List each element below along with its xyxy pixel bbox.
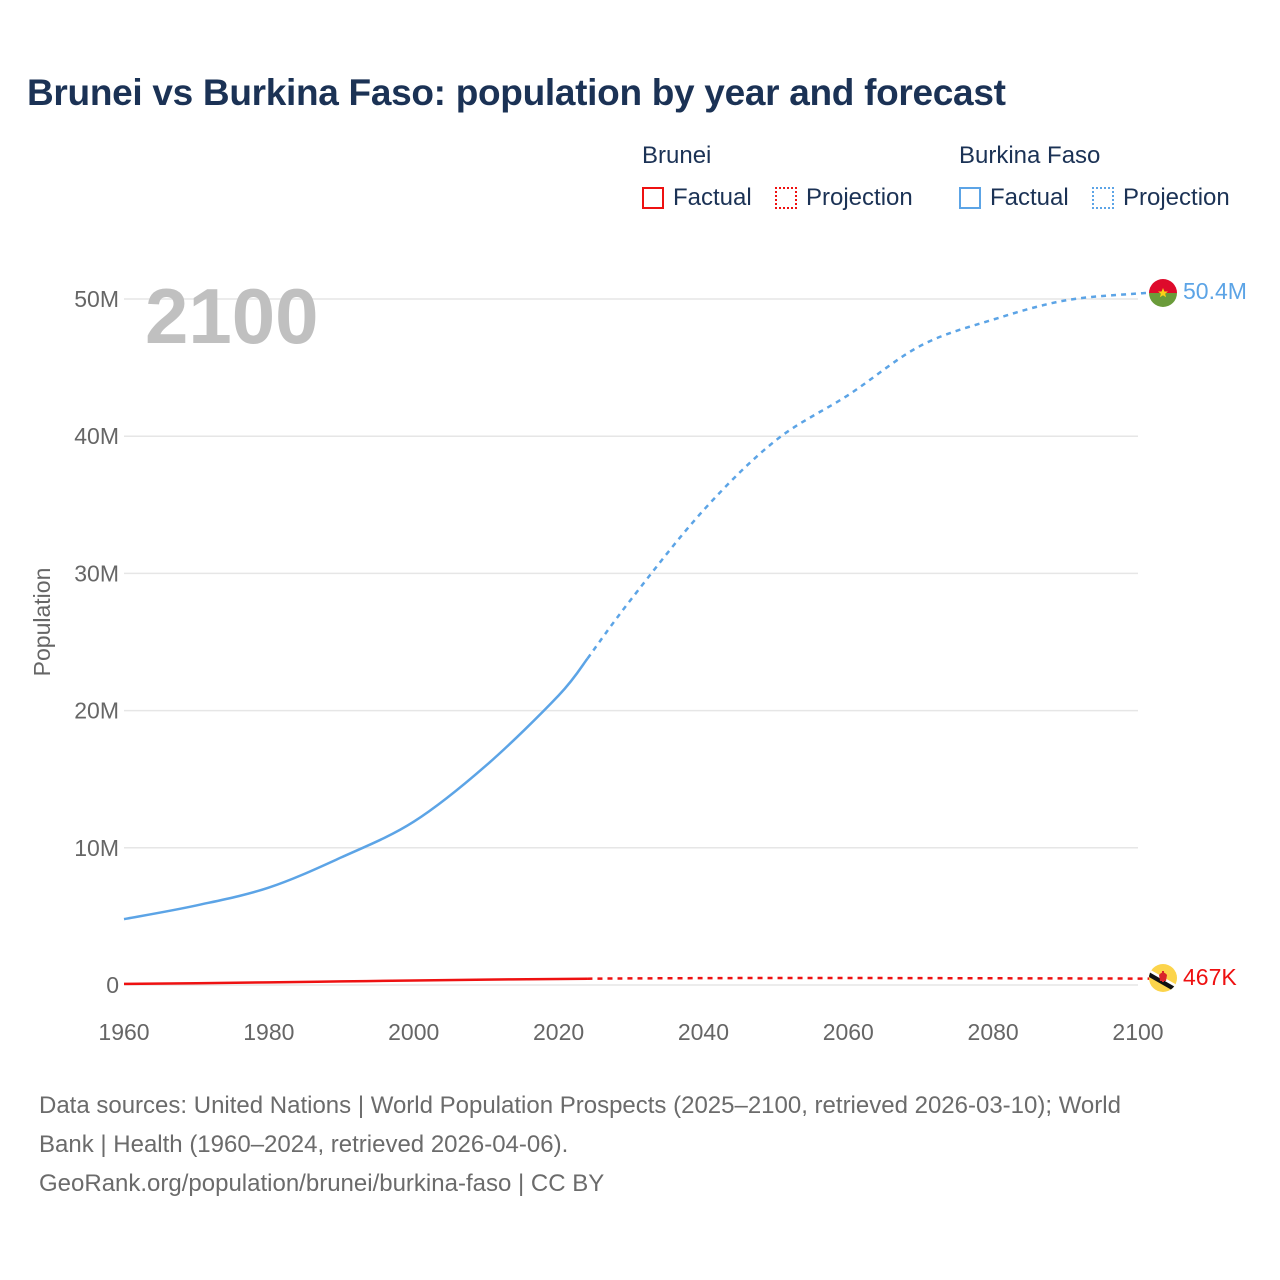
x-tick-label: 2060: [823, 1019, 874, 1045]
legend-item-brunei-projection[interactable]: Projection: [775, 184, 913, 212]
x-tick-label: 2000: [388, 1019, 439, 1045]
y-tick-label: 30M: [74, 560, 119, 586]
y-tick-label: 0: [106, 972, 119, 998]
y-tick-label: 10M: [74, 835, 119, 861]
series-lines: [123, 291, 1151, 986]
gridlines: [124, 298, 1138, 986]
burkina-faso-flag-icon: [1149, 279, 1177, 307]
y-axis: 0 10M 20M 30M 40M 50M: [74, 286, 119, 998]
legend-item-burkina-faso-projection[interactable]: Projection: [1092, 184, 1230, 212]
legend-group-burkina-faso: Burkina Faso: [959, 142, 1101, 169]
chart-title: Brunei vs Burkina Faso: population by ye…: [27, 72, 1006, 113]
source-attribution-link[interactable]: GeoRank.org/population/brunei/burkina-fa…: [39, 1170, 605, 1197]
burkina-faso-end-label: 50.4M: [1183, 278, 1247, 304]
projection-line: [586, 291, 1151, 660]
brunei-flag-icon: [1149, 964, 1177, 992]
y-tick-label: 40M: [74, 423, 119, 449]
dotted-swatch-icon: [775, 187, 797, 209]
factual-line: [123, 657, 589, 921]
x-tick-label: 2020: [533, 1019, 584, 1045]
brunei-end-label: 467K: [1183, 964, 1237, 990]
footer-source-notes: Data sources: United Nations | World Pop…: [39, 1086, 1239, 1203]
x-tick-label: 1980: [243, 1019, 294, 1045]
solid-swatch-icon: [642, 187, 664, 209]
x-tick-label: 2100: [1112, 1019, 1163, 1045]
legend-item-brunei-factual[interactable]: Factual: [642, 184, 752, 212]
solid-swatch-icon: [959, 187, 981, 209]
y-axis-title: Population: [29, 568, 55, 677]
dotted-swatch-icon: [1092, 187, 1114, 209]
year-watermark: 2100: [145, 272, 319, 360]
legend-item-burkina-faso-factual[interactable]: Factual: [959, 184, 1069, 212]
y-tick-label: 20M: [74, 698, 119, 724]
source-line-1: Data sources: United Nations | World Pop…: [39, 1092, 1121, 1119]
x-tick-label: 2040: [678, 1019, 729, 1045]
x-axis: 1960 1980 2000 2020 2040 2060 2080 2100: [98, 1019, 1163, 1045]
x-tick-label: 1960: [98, 1019, 149, 1045]
projection-line: [587, 976, 1151, 980]
y-tick-label: 50M: [74, 286, 119, 312]
x-tick-label: 2080: [968, 1019, 1019, 1045]
source-line-2: Bank | Health (1960–2024, retrieved 2026…: [39, 1131, 569, 1158]
factual-line: [123, 977, 588, 986]
legend-group-brunei: Brunei: [642, 142, 712, 169]
